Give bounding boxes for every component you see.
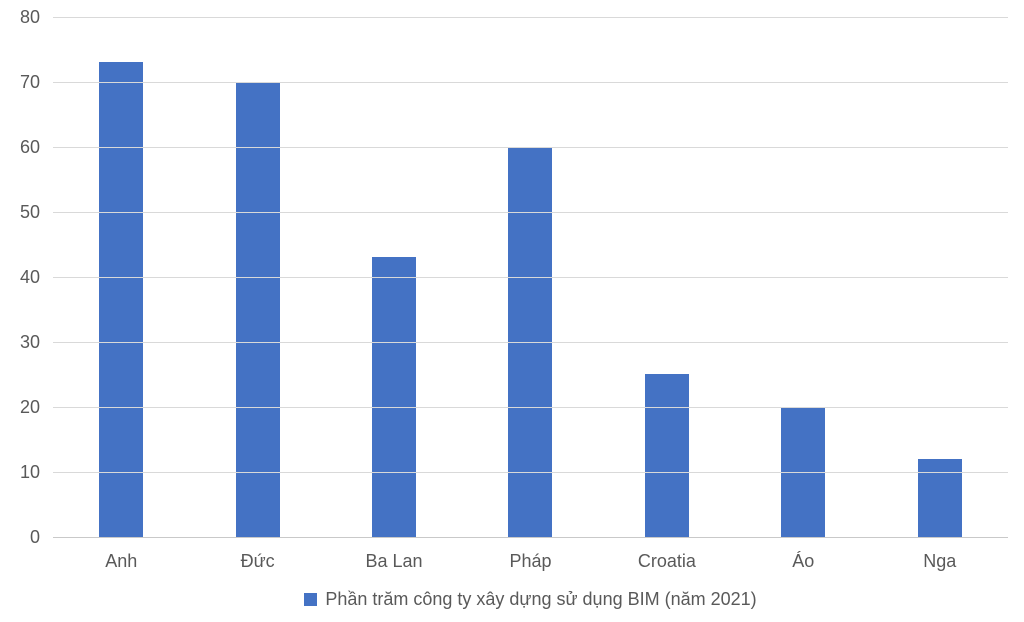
x-axis-category-labels: Anh Đức Ba Lan Pháp Croatia Áo Nga bbox=[53, 548, 1008, 574]
y-tick-label-60: 60 bbox=[19, 137, 40, 157]
y-tick-label-10: 10 bbox=[19, 462, 40, 482]
gridline-y-70 bbox=[53, 82, 1008, 83]
bar-slot-3 bbox=[326, 17, 462, 537]
x-category-label-pháp: Pháp bbox=[509, 551, 552, 571]
x-category-label-đức: Đức bbox=[240, 551, 275, 571]
y-tick-label-70: 70 bbox=[19, 72, 40, 92]
x-category-label-nga: Nga bbox=[923, 551, 957, 571]
bar-slot-5 bbox=[599, 17, 735, 537]
y-tick-label-20: 20 bbox=[19, 397, 40, 417]
gridline-y-10 bbox=[53, 472, 1008, 473]
x-category-label-áo: Áo bbox=[792, 551, 815, 571]
legend-label: Phần trăm công ty xây dựng sử dụng BIM (… bbox=[325, 589, 757, 609]
bar-đức bbox=[235, 82, 280, 537]
gridline-y-60 bbox=[53, 147, 1008, 148]
bar-croatia bbox=[644, 374, 689, 537]
gridline-y-50 bbox=[53, 212, 1008, 213]
x-category-label-anh: Anh bbox=[105, 551, 138, 571]
x-category-label-ba-lan: Ba Lan bbox=[365, 551, 423, 571]
y-tick-label-0: 0 bbox=[29, 527, 40, 547]
gridline-y-20 bbox=[53, 407, 1008, 408]
legend: Phần trăm công ty xây dựng sử dụng BIM (… bbox=[53, 588, 1008, 610]
gridline-y-30 bbox=[53, 342, 1008, 343]
y-tick-label-50: 50 bbox=[19, 202, 40, 222]
gridline-y-40 bbox=[53, 277, 1008, 278]
plot-area bbox=[53, 17, 1008, 538]
x-category-label-croatia: Croatia bbox=[637, 551, 696, 571]
bar-nga bbox=[917, 459, 962, 537]
y-tick-label-30: 30 bbox=[19, 332, 40, 352]
y-tick-label-80: 80 bbox=[19, 7, 40, 27]
legend-marker-icon bbox=[304, 592, 318, 606]
bar-slot-2 bbox=[189, 17, 325, 537]
bar-ba-lan bbox=[372, 257, 417, 537]
gridline-y-0 bbox=[53, 537, 1008, 538]
bar-anh bbox=[99, 62, 144, 537]
bar-slot-1 bbox=[53, 17, 189, 537]
y-tick-label-40: 40 bbox=[19, 267, 40, 287]
gridline-y-80 bbox=[53, 17, 1008, 18]
